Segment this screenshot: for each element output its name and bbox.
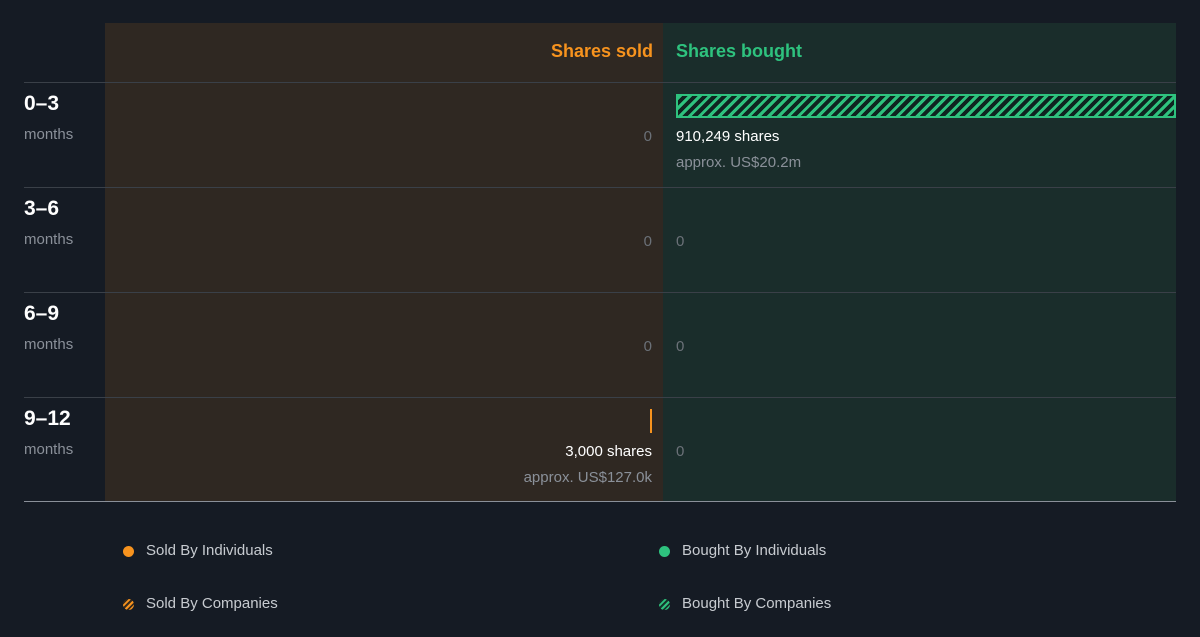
legend-label: Sold By Individuals [146, 542, 273, 559]
period-row: 9–12 months 3,000 shares approx. US$127.0k 0 [0, 397, 1200, 502]
orange-hatched-dot-icon [123, 599, 134, 610]
shares-sold-panel [105, 23, 663, 501]
legend-label: Sold By Companies [146, 595, 278, 612]
period-label: 6–9 [24, 302, 60, 325]
sold-value-label: 0 [643, 128, 652, 145]
period-label: 0–3 [24, 92, 60, 115]
row-divider [24, 397, 1176, 398]
row-divider [24, 82, 1176, 83]
period-label: 9–12 [24, 407, 71, 430]
row-divider [24, 187, 1176, 188]
sold-shares-label: 3,000 shares [565, 443, 652, 460]
sold-value-label: 0 [643, 338, 652, 355]
period-unit: months [24, 441, 74, 458]
period-row: 3–6 months 0 0 [0, 187, 1200, 292]
row-divider [24, 292, 1176, 293]
shares-sold-header: Shares sold [550, 41, 653, 61]
sold-bar [650, 409, 652, 433]
legend-label: Bought By Companies [682, 595, 832, 612]
period-label: 3–6 [24, 197, 60, 220]
bought-value-label: 0 [676, 338, 685, 355]
bought-bar [676, 94, 1176, 118]
bought-value-label: 0 [676, 443, 685, 460]
axis-line [24, 501, 1176, 502]
sold-value-label: 0 [643, 233, 652, 250]
period-unit: months [24, 126, 74, 143]
green-hatched-dot-icon [659, 599, 670, 610]
bought-value-label: approx. US$20.2m [676, 154, 802, 171]
period-unit: months [24, 231, 74, 248]
shares-bought-header: Shares bought [676, 41, 803, 61]
period-unit: months [24, 336, 74, 353]
period-row: 6–9 months 0 0 [0, 292, 1200, 397]
period-row: 0–3 months 0 910,249 shares approx. US$20.2m [0, 82, 1200, 187]
bought-value-label: 0 [676, 233, 685, 250]
bought-shares-label: 910,249 shares [676, 128, 780, 145]
orange-dot-icon [123, 546, 134, 557]
green-dot-icon [659, 546, 670, 557]
legend-label: Bought By Individuals [682, 542, 827, 559]
sold-value-label: approx. US$127.0k [523, 469, 652, 486]
